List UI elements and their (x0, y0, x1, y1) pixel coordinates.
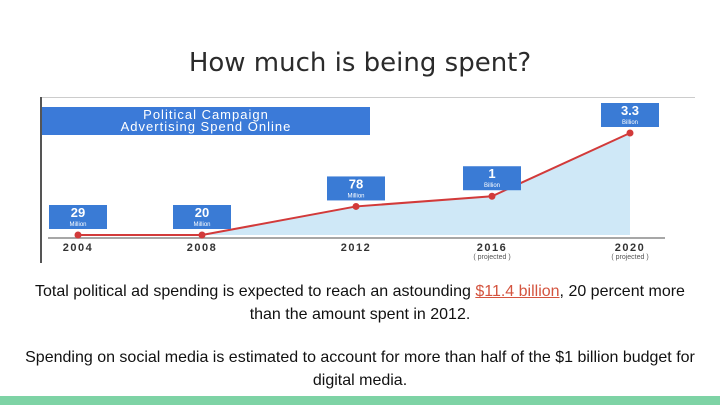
para1-text-end: , 20 percent more than the amount spent … (249, 283, 685, 323)
chart-top-edge (40, 97, 695, 98)
category-label-2008: 2008 (187, 242, 217, 254)
unit-label-2004: Million (69, 222, 86, 228)
value-badge-2020 (601, 103, 659, 127)
chart-left-edge (40, 97, 42, 263)
area-fill (78, 133, 630, 235)
unit-label-2020: Billion (622, 120, 638, 126)
value-label-2008: 20 (195, 205, 209, 220)
unit-label-2016: Billion (484, 183, 500, 189)
data-point-2012 (352, 202, 360, 210)
data-point-2020 (626, 129, 634, 137)
value-badge-2004 (49, 205, 107, 229)
category-label-2016: 2016 (477, 242, 507, 254)
value-label-2020: 3.3 (621, 103, 639, 118)
value-badge-2016 (463, 166, 521, 191)
amount-link[interactable]: $11.4 billion (475, 283, 560, 300)
chart-title-banner (42, 107, 370, 135)
chart-title-line-2: Advertising Spend Online (121, 119, 292, 134)
para1-text-start: Total political ad spending is expected … (35, 283, 476, 300)
value-badge-2012 (327, 176, 385, 201)
data-point-2004 (74, 231, 82, 239)
value-badge-2008 (173, 205, 231, 229)
unit-label-2008: Million (193, 222, 210, 228)
spending-total-paragraph: Total political ad spending is expected … (20, 280, 700, 326)
footer-accent-bar (0, 396, 720, 405)
chart-image: Political Campaign Advertising Spend Onl… (40, 97, 695, 263)
slide-title: How much is being spent? (188, 48, 532, 78)
category-note-2016: ( projected ) (473, 254, 510, 261)
social-media-paragraph: Spending on social media is estimated to… (25, 349, 695, 389)
category-note-2020: ( projected ) (611, 254, 648, 261)
value-label-2016: 1 (488, 166, 495, 181)
spend-chart: Political Campaign Advertising Spend Onl… (42, 103, 665, 261)
category-label-2012: 2012 (341, 242, 371, 254)
data-point-2008 (198, 231, 206, 239)
category-label-2004: 2004 (63, 242, 93, 254)
category-label-2020: 2020 (615, 242, 645, 254)
chart-title-line-1: Political Campaign (143, 107, 269, 122)
value-label-2012: 78 (349, 176, 363, 191)
unit-label-2012: Million (347, 193, 364, 199)
value-label-2004: 29 (71, 205, 85, 220)
data-point-2016 (488, 192, 496, 200)
